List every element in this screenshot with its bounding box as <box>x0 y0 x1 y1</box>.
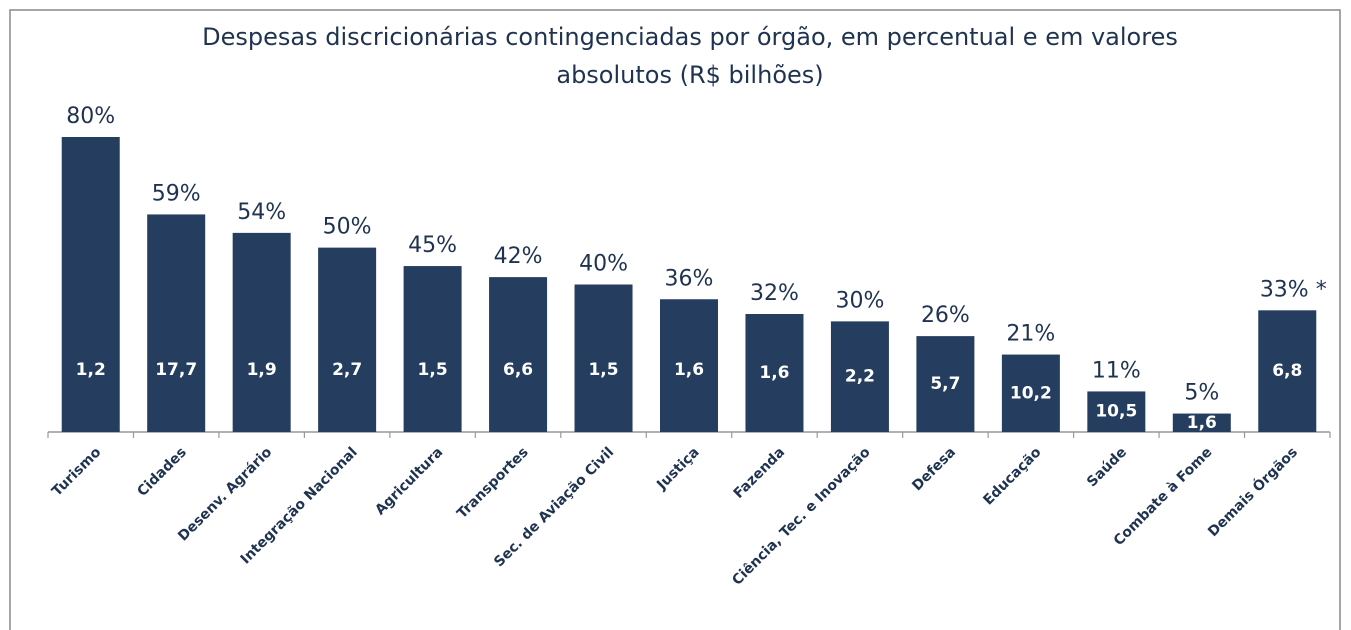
bar <box>61 137 120 432</box>
value-label: 11% <box>1092 358 1141 383</box>
x-tick-label: Desenv. Agrário <box>175 444 275 544</box>
x-tick-label: Cidades <box>134 444 189 499</box>
amount-label: 1,5 <box>418 360 448 380</box>
value-label: 45% <box>408 233 457 258</box>
amount-label: 1,6 <box>674 360 704 380</box>
bar <box>232 232 291 432</box>
bar <box>403 266 462 432</box>
amount-label: 10,2 <box>1010 383 1052 403</box>
value-label: 54% <box>237 200 286 225</box>
x-tick-label: Defesa <box>909 444 959 494</box>
x-tick-label: Fazenda <box>731 444 788 501</box>
value-label: 30% <box>835 288 884 313</box>
bar <box>1001 354 1060 432</box>
bar <box>1087 391 1146 432</box>
bar <box>147 214 206 432</box>
bar <box>830 321 889 432</box>
amount-label: 2,7 <box>332 360 362 380</box>
x-tick-label: Turismo <box>49 444 105 500</box>
value-label: 26% <box>921 303 970 328</box>
bar <box>489 277 548 432</box>
value-label: 21% <box>1006 322 1055 347</box>
x-tick-label: Saúde <box>1084 444 1130 490</box>
value-label: 42% <box>494 244 543 269</box>
amount-label: 5,7 <box>930 374 960 394</box>
amount-label: 1,6 <box>759 363 789 383</box>
x-tick-label: Demais Órgãos <box>1204 443 1301 540</box>
x-tick-label: Combate à Fome <box>1111 444 1216 549</box>
x-tick-label: Educação <box>980 444 1044 508</box>
value-label: 5% <box>1184 381 1219 406</box>
bar <box>745 314 804 432</box>
value-label: 59% <box>152 181 201 206</box>
amount-label: 6,8 <box>1272 361 1302 381</box>
x-tick-label: Ciência, Tec. e Inovação <box>729 444 874 589</box>
amount-label: 17,7 <box>155 360 197 380</box>
bar <box>660 299 718 432</box>
value-label: 50% <box>323 215 372 240</box>
chart-title: Despesas discricionárias contingenciadas… <box>202 23 1178 89</box>
amount-label: 1,9 <box>247 360 277 380</box>
value-label: 36% <box>665 266 714 291</box>
amount-label: 1,6 <box>1187 413 1217 433</box>
x-tick-label: Agricultura <box>372 444 446 518</box>
bar <box>916 336 975 432</box>
amount-label: 1,5 <box>588 360 618 380</box>
bar <box>318 247 377 432</box>
value-label: 40% <box>579 252 628 277</box>
amount-label: 1,2 <box>76 360 106 380</box>
value-label: 80% <box>66 104 115 129</box>
x-tick-label: Transportes <box>454 444 532 522</box>
frame <box>9 9 1341 630</box>
value-label: 33% * <box>1260 277 1327 302</box>
x-tick-label: Justiça <box>653 444 702 493</box>
amount-label: 6,6 <box>503 360 533 380</box>
bar <box>1258 310 1317 432</box>
bar <box>1172 413 1231 432</box>
bar <box>574 284 633 432</box>
value-label: 32% <box>750 281 799 306</box>
amount-label: 10,5 <box>1095 402 1137 422</box>
amount-label: 2,2 <box>845 367 875 387</box>
